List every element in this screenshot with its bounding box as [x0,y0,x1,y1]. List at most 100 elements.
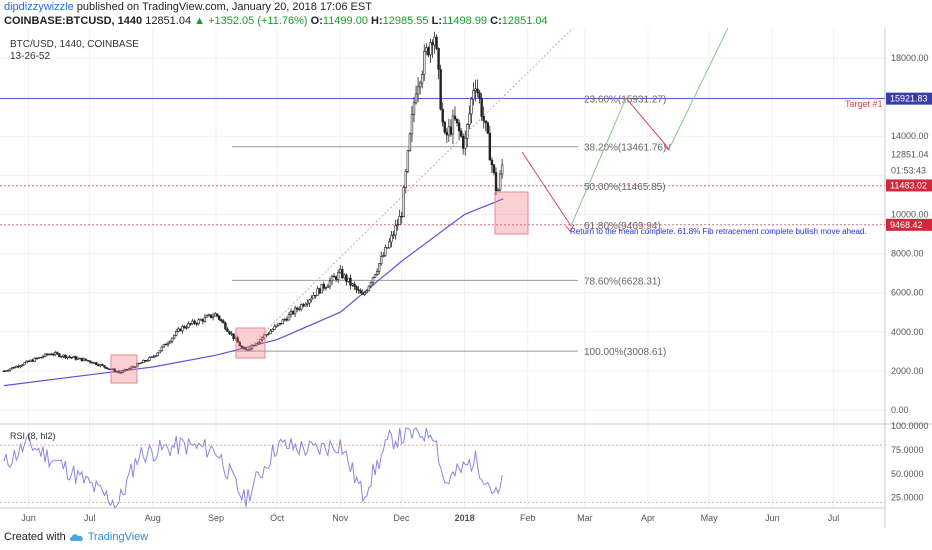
candle-body [121,370,125,374]
candle-body [355,286,358,291]
candle-body [478,92,481,99]
candle-body [498,173,502,191]
candle-body [250,345,254,350]
candle-body [60,356,63,358]
candle-body [361,292,364,295]
price-tick-label: 0.00 [891,405,909,415]
candle-body [267,333,270,335]
time-tick-label: 2018 [455,513,475,523]
projection-up [570,97,627,227]
candle-body [349,277,352,286]
time-tick-label: Jul [828,513,840,523]
candle-body [76,357,80,360]
candle-body [222,320,225,324]
candle-body [431,42,434,46]
candle-body [37,357,41,359]
candle-body [41,356,45,358]
legend-title: BTC/USD, 1440, COINBASE [10,39,139,50]
candle-body [439,69,442,110]
candle-body [68,356,71,358]
candle-body [396,224,399,227]
candle-body [197,319,200,325]
publish-info: published on TradingView.com, January 20… [76,1,372,13]
candle-body [402,187,405,217]
last-price: 12851.04 [145,15,192,27]
candle-body [45,353,49,356]
candle-body [500,164,504,175]
candle-body [2,370,6,372]
price-tag-label: 9468.42 [890,220,923,230]
candle-body [494,172,498,192]
candle-body [388,241,391,248]
candle-body [281,319,284,325]
fib-label: 38.20%(13461.76) [584,143,666,154]
footer: Created with TradingView [4,531,148,543]
fib-label: 100.00%(3008.61) [584,347,666,358]
candle-body [164,343,168,346]
low-label: L: [431,15,442,27]
candle-body [238,341,241,347]
candle-body [314,295,317,297]
time-axis[interactable]: Jun Jul Aug Sep Oct Nov Dec 2018 Feb Mar Apr May Jun… [21,513,839,523]
time-tick-label: Apr [641,513,655,523]
price-tick-label: 4000.00 [891,327,924,337]
candle-body [27,360,30,363]
candle-body [29,359,32,362]
candle-body [435,36,438,49]
candle-body [88,360,92,363]
candle-body [429,42,432,56]
candle-body [297,308,301,311]
candle-body [468,113,471,125]
candle-body [230,333,233,335]
candle-body [373,274,377,278]
candle-body [291,310,295,315]
candle-body [66,356,69,359]
candle-body [455,118,459,124]
candle-body [285,318,289,321]
candle-body [156,352,159,356]
candle-body [459,130,463,137]
projection-lines[interactable] [521,28,729,232]
time-tick-label: Aug [145,513,161,523]
candle-body [406,150,410,172]
low-value: 11498.99 [441,15,488,27]
candle-body [410,114,414,135]
candle-body [51,353,55,356]
candle-body [90,361,94,364]
candle-body [437,48,440,70]
candle-body [320,283,323,294]
candle-body [99,364,102,367]
candle-body [310,297,313,301]
time-tick-label: Mar [577,513,593,523]
author-link[interactable]: dipdizzywizzle [4,1,74,13]
candle-body [17,365,20,368]
candle-body [433,36,436,46]
candle-body [414,93,418,104]
candle-body [158,350,161,354]
candle-body [300,304,303,310]
time-tick-label: Nov [332,513,349,523]
price-axis[interactable]: 18000.0016000.0014000.0012851.0401:53:43… [886,53,932,415]
candle-body [412,102,416,115]
candle-body [31,359,34,362]
price-chart[interactable]: 23.60%(15931.27)38.20%(13461.76)50.00%(1… [0,28,932,528]
candle-body [275,324,278,327]
candle-body [152,356,155,358]
candle-body [259,339,262,343]
candle-body [107,368,110,370]
tradingview-brand[interactable]: TradingView [87,531,149,543]
candle-body [457,122,461,132]
candle-body [150,356,153,358]
candle-body [392,234,395,237]
candle-body [39,356,43,359]
candle-body [25,360,28,364]
candle-body [209,314,213,318]
highlight-boxes[interactable] [110,191,529,384]
candle-body [195,323,198,325]
trend-line [244,28,574,352]
time-tick-label: Jun [765,513,780,523]
price-tick-label: 10000.00 [891,209,929,219]
candle-body [326,285,330,288]
candle-body [375,271,379,275]
candle-body [351,283,354,286]
